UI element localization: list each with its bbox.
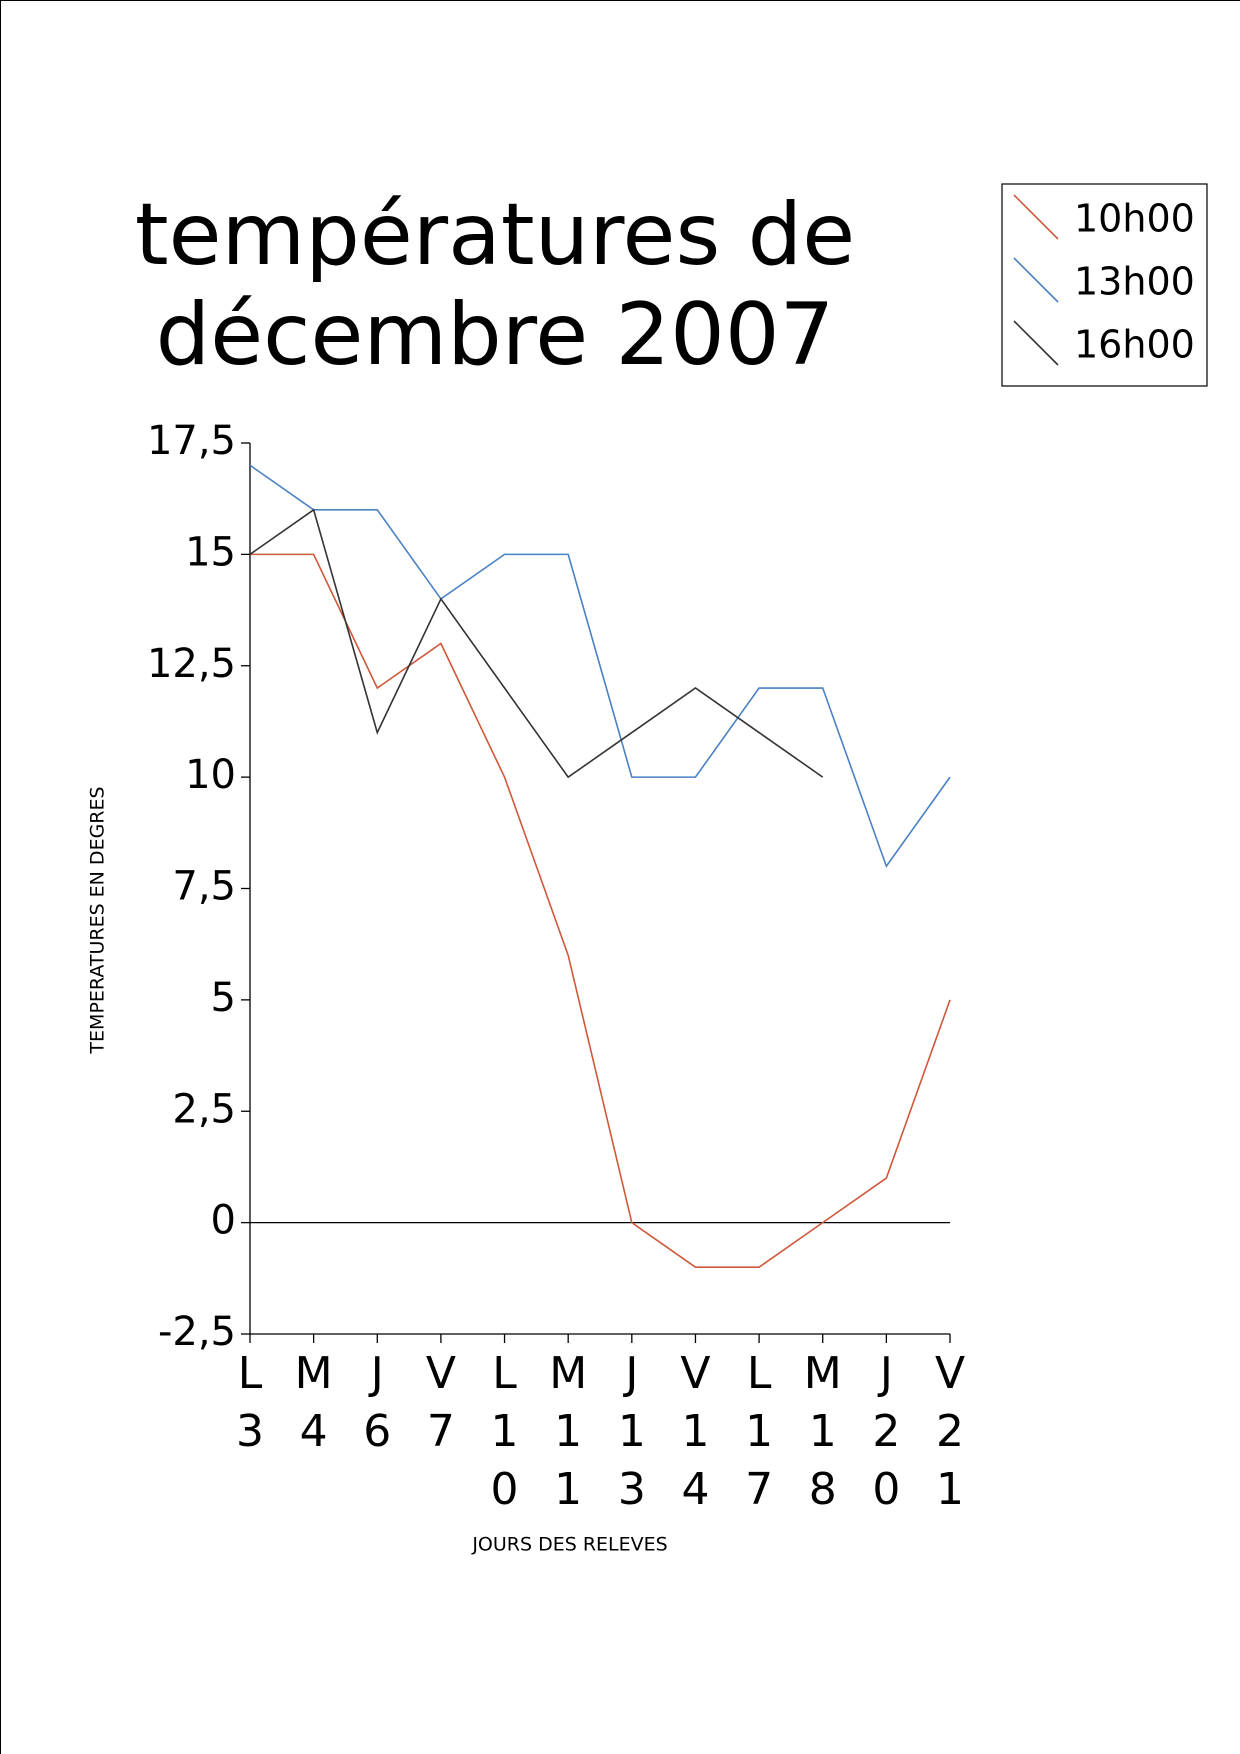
series-line bbox=[250, 553, 951, 1268]
y-tick-label: 7,5 bbox=[172, 864, 236, 910]
series-line bbox=[249, 508, 824, 779]
y-tick-label: 5 bbox=[211, 975, 236, 1021]
y-tick-label: 2,5 bbox=[172, 1086, 236, 1132]
legend-label: 13h00 bbox=[1074, 260, 1195, 304]
y-axis-label: TEMPERATURES EN DEGRES bbox=[87, 786, 109, 1054]
y-tick-label: 12,5 bbox=[147, 641, 236, 687]
y-tick-label: 10 bbox=[185, 752, 236, 798]
y-tick-label: -2,5 bbox=[158, 1309, 236, 1355]
legend-swatch bbox=[1013, 194, 1059, 240]
y-tick-label: 17,5 bbox=[147, 418, 236, 464]
legend-swatch bbox=[1013, 257, 1059, 303]
legend-swatch bbox=[1013, 320, 1059, 366]
legend-label: 16h00 bbox=[1074, 323, 1195, 367]
x-axis-label: JOURS DES RELEVES bbox=[471, 1534, 667, 1556]
series-line bbox=[249, 464, 951, 868]
y-tick-label: 15 bbox=[185, 529, 236, 575]
legend-label: 10h00 bbox=[1074, 197, 1195, 241]
chart-title: températures de décembre 2007 bbox=[134, 185, 856, 385]
y-tick-label: 0 bbox=[211, 1198, 236, 1244]
